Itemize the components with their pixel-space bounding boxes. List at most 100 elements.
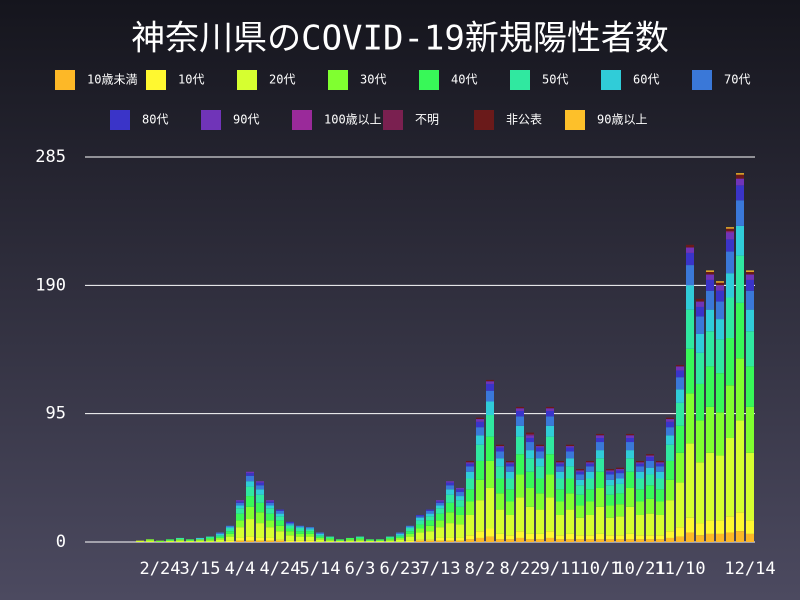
bar-segment [666,421,674,428]
bar-segment [746,270,754,272]
bar-segment [596,487,604,507]
bar-segment [626,450,634,459]
bar-segment [596,435,604,438]
bar-segment [626,442,634,451]
bar-segment [616,483,624,494]
bar-segment [466,462,474,464]
bar-segment [456,487,464,490]
bar-segment [406,528,414,532]
bar-segment [706,279,714,291]
bar-segment [496,539,504,542]
bar-segment [596,539,604,542]
bar-segment [446,494,454,503]
bar-segment [426,513,434,517]
bar-segment [466,466,474,472]
bar-segment [586,460,594,463]
bar-segment [626,533,634,540]
bar-segment [416,524,424,529]
bar-segment [556,514,564,536]
x-tick-label: 8/22 [500,559,541,579]
bar-segment [706,290,714,310]
bar-segment [446,523,454,538]
bar-segment [646,485,654,499]
bar-segment [536,451,544,459]
bar-segment [426,510,434,514]
bar-segment [686,285,694,310]
bar-segment [696,301,704,307]
bar-segment [556,539,564,542]
bar-segment [616,478,624,484]
bar-segment [736,225,744,256]
bar-segment [566,493,574,510]
bar-segment [616,516,624,536]
bar-segment [566,533,574,540]
bar-segment [486,487,494,529]
bar-segment [746,271,754,275]
bar-segment [536,466,544,479]
bar-segment [586,535,594,540]
bar-segment [406,533,414,537]
bar-segment [626,539,634,542]
bar-segment [676,536,684,542]
bar-segment [726,231,734,233]
bar-segment [236,500,244,502]
bar-segment [696,535,704,542]
bar-segment [506,460,514,463]
x-tick-label: 10/21 [614,559,665,579]
bar-segment [726,273,734,298]
bar-segment [246,473,254,476]
bar-segment [706,309,714,332]
bar-segment [356,536,364,538]
bar-segment [256,523,264,538]
bar-segment [656,501,664,515]
bar-segment [726,297,734,339]
bar-segment [226,531,234,534]
bar-segment [626,433,634,436]
bar-segment [686,252,694,266]
x-tick-label: 7/13 [420,559,461,579]
legend-label: 90代 [233,113,259,127]
bar-segment [436,540,444,542]
bar-segment [276,531,284,540]
bar-segment [626,471,634,488]
bar-segment [306,536,314,541]
bar-segment [566,539,574,542]
bar-segment [456,514,464,525]
bar-segment [366,540,374,542]
bar-segment [466,501,474,515]
bar-segment [236,502,244,506]
bar-segment [446,537,454,541]
bar-segment [566,447,574,452]
bar-segment [276,525,284,532]
bar-segment [726,239,734,252]
bar-segment [416,514,424,517]
bar-segment [466,489,474,502]
bar-segment [566,458,574,467]
bar-segment [396,533,404,536]
x-tick-label: 10/1 [580,559,621,579]
bar-segment [256,537,264,541]
bar-segment [296,531,304,534]
bar-segment [456,524,464,538]
bar-segment [196,539,204,541]
bar-segment [246,540,254,542]
bar-segment [616,469,624,471]
bar-segment [296,536,304,541]
bar-segment [336,539,344,541]
legend-swatch [419,70,439,90]
legend-label: 50代 [542,73,568,87]
legend-swatch [601,70,621,90]
bar-segment [266,537,274,541]
legend-label: 不明 [415,113,439,127]
bar-segment [266,500,274,502]
bar-segment [366,539,374,541]
bar-segment [296,533,304,537]
bar-segment [546,410,554,417]
bar-segment [546,474,554,498]
bar-segment [476,435,484,445]
bar-segment [706,406,714,453]
bar-segment [606,517,614,536]
bar-segment [516,436,524,455]
bar-segment [286,540,294,542]
bar-segment [236,505,244,509]
